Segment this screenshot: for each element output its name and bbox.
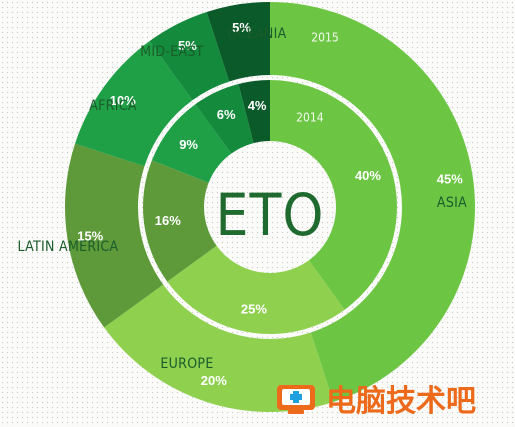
outer-slice-mid-east [149, 12, 230, 101]
inner-slice-oceania [238, 80, 270, 144]
outer-slice-asia [270, 2, 475, 402]
ring-year-label-2015: 2015 [311, 31, 338, 45]
inner-slice-asia [270, 80, 397, 310]
category-label-oceania: OCEANIA [227, 26, 286, 42]
outer-label-latin-america: 15% [77, 228, 103, 243]
outer-label-europe: 20% [201, 373, 227, 388]
category-label-africa: AFRICA [89, 98, 137, 114]
category-label-mid-east: MID-EAST [140, 44, 204, 60]
inner-slice-latin-america [143, 160, 217, 282]
watermark-text: 电脑技术吧 [326, 384, 476, 419]
inner-slice-mid-east [195, 83, 254, 154]
inner-label-latin-america: 16% [155, 213, 181, 228]
watermark: 电脑技术吧 [277, 384, 476, 419]
outer-label-oceania: 5% [232, 20, 251, 35]
inner-slice-europe [167, 245, 345, 334]
inner-label-mid-east: 6% [217, 107, 236, 122]
inner-slice-africa [151, 104, 232, 183]
category-label-latin-america: LATIN AMERICA [18, 239, 119, 255]
category-label-asia: ASIA [437, 195, 467, 211]
outer-label-africa: 10% [110, 93, 136, 108]
chart-title: ETO [216, 181, 325, 249]
ring-year-label-2014: 2014 [296, 110, 324, 124]
inner-label-africa: 9% [179, 137, 198, 152]
outer-slice-europe [104, 284, 334, 413]
inner-label-oceania: 4% [248, 98, 267, 113]
chart-labels: 2015 2014 ASIA EUROPE LATIN AMERICA AFRICA MID… [18, 26, 467, 372]
outer-ring-2015: 45% 20% 15% 10% 5% 5% [65, 2, 475, 413]
outer-slice-oceania [206, 2, 270, 82]
outer-label-mid-east: 5% [178, 38, 197, 53]
outer-slice-latin-america [65, 143, 164, 328]
computer-medical-icon [277, 385, 315, 414]
inner-label-europe: 25% [241, 302, 267, 317]
inner-ring-2014: 40% 25% 16% 9% 6% 4% [143, 80, 397, 334]
outer-label-asia: 45% [437, 172, 463, 187]
inner-label-asia: 40% [355, 168, 381, 183]
outer-slice-africa [75, 41, 193, 167]
category-label-europe: EUROPE [160, 356, 213, 372]
